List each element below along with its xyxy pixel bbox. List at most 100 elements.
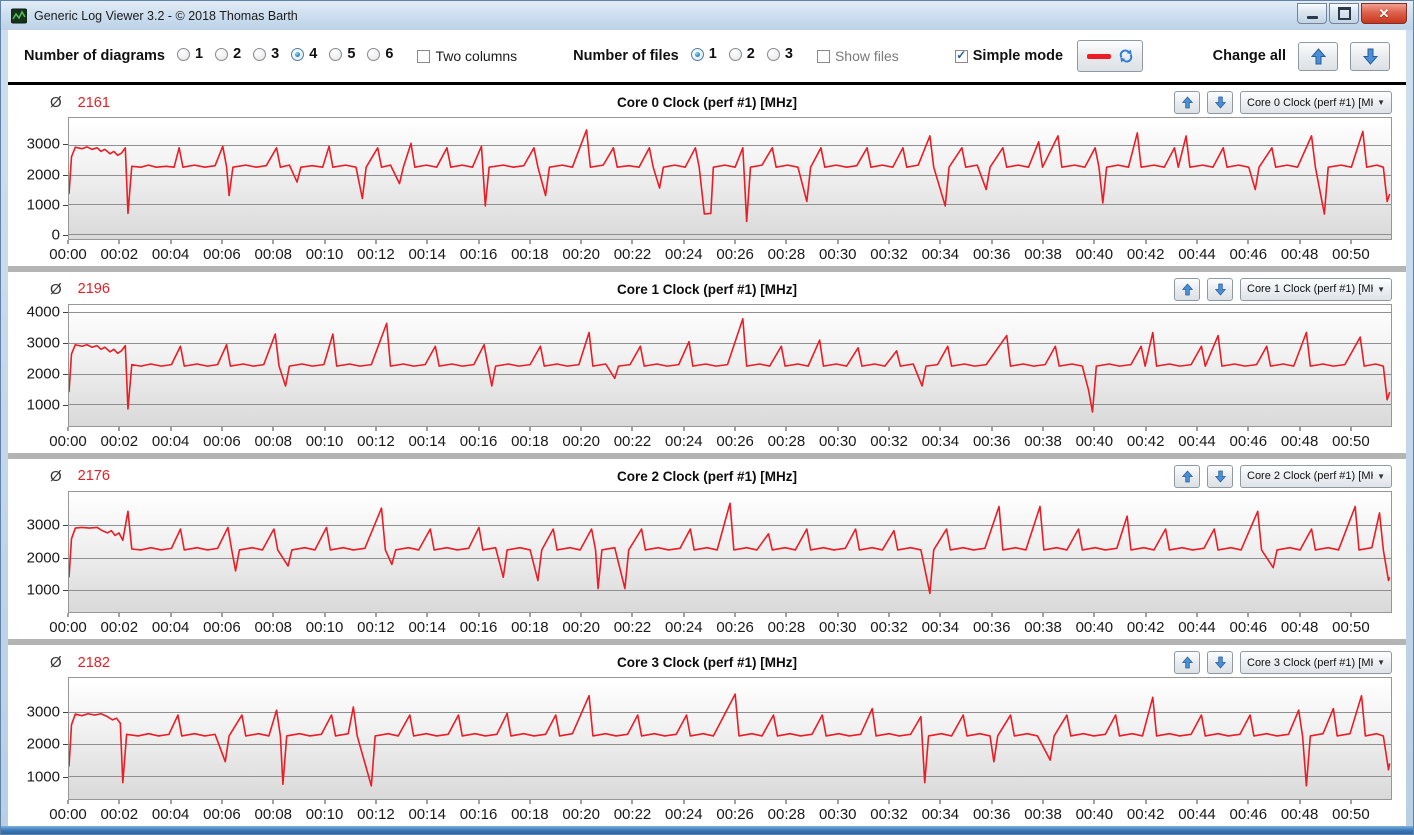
close-button[interactable]: ✕ [1361,2,1407,24]
series-selector-dropdown[interactable]: Core 0 Clock (perf #1) [MH ▼ [1240,91,1392,114]
radio-diagrams-6-radio[interactable] [367,47,381,61]
radio-diagrams-3[interactable]: 3 [253,46,279,62]
radio-files-1-radio[interactable] [690,47,704,61]
chevron-down-icon: ▼ [1377,658,1385,668]
up-arrow-icon [1181,656,1193,669]
panel-header: Ø 2196 Core 1 Clock (perf #1) [MHz] Core… [8,275,1406,304]
radio-files-2[interactable]: 2 [728,46,755,62]
x-tick-label: 00:14 [408,245,446,263]
two-columns-label: Two columns [435,48,518,64]
x-tick-mark [1299,613,1301,618]
radio-diagrams-6[interactable]: 6 [367,46,393,62]
radio-diagrams-2-radio[interactable] [215,47,229,61]
x-tick-label: 00:32 [870,432,908,450]
average-symbol: Ø [50,94,62,111]
x-tick-mark [272,426,274,431]
x-tick-label: 00:50 [1332,806,1370,823]
y-tick-mark [63,711,68,713]
panel-move-up-button[interactable] [1174,91,1200,114]
series-selector-dropdown[interactable]: Core 1 Clock (perf #1) [MH ▼ [1240,277,1392,301]
x-tick-label: 00:38 [1024,806,1062,823]
panel-move-down-button[interactable] [1207,277,1233,301]
plot-area [68,117,1392,240]
panel-move-down-button[interactable] [1207,464,1233,488]
average-value: 2196 [77,281,110,298]
show-files-checkbox-box[interactable] [816,49,830,63]
x-tick-label: 00:48 [1280,619,1319,637]
radio-files-3[interactable]: 3 [766,46,793,62]
radio-diagrams-1[interactable]: 1 [177,46,203,62]
panel-move-down-button[interactable] [1207,651,1233,675]
x-tick-label: 00:42 [1126,619,1165,637]
x-tick-label: 00:24 [665,245,703,263]
x-tick-label: 00:16 [459,806,498,823]
x-tick-label: 00:02 [100,432,139,450]
radio-diagrams-5-radio[interactable] [329,47,343,61]
x-tick-mark [529,239,531,244]
x-tick-label: 00:44 [1178,619,1216,637]
y-tick-mark [63,404,68,406]
x-tick-label: 00:24 [665,806,703,823]
series-selector-dropdown[interactable]: Core 2 Clock (perf #1) [MH ▼ [1240,464,1392,488]
chart-panel-1: Ø 2196 Core 1 Clock (perf #1) [MHz] Core… [8,265,1406,453]
panel-move-up-button[interactable] [1174,651,1200,675]
x-tick-label: 00:34 [921,806,960,823]
radio-diagrams-1-label: 1 [195,46,204,63]
panel-move-up-button[interactable] [1174,277,1200,301]
x-tick-label: 00:36 [972,619,1011,637]
y-axis: 1000 2000 3000 [8,491,68,614]
x-tick-label: 00:46 [1229,806,1268,823]
radio-diagrams-5[interactable]: 5 [329,46,355,62]
toolbar: Number of diagrams 1 2 3 4 5 6 Two columns Nu… [8,30,1406,82]
minimize-button[interactable] [1297,2,1327,24]
radio-diagrams-3-radio[interactable] [253,47,267,61]
x-tick-mark [170,239,172,244]
x-tick-label: 00:04 [151,619,190,637]
x-tick-mark [991,239,993,244]
gridline [69,589,1391,591]
x-tick-label: 00:34 [921,432,960,450]
gridline [69,373,1391,375]
series-color-button[interactable] [1077,40,1144,72]
chart-row: 1000 2000 3000 4000 [8,303,1406,427]
x-tick-label: 00:26 [716,619,754,637]
x-tick-mark [1093,800,1095,804]
x-tick-mark [67,426,69,431]
radio-files-1[interactable]: 1 [690,46,717,62]
show-files-checkbox[interactable]: Show files [816,48,899,64]
radio-files-3-radio[interactable] [766,47,780,61]
radio-diagrams-4[interactable]: 4 [291,46,317,62]
change-all-up-button[interactable] [1298,41,1338,71]
x-tick-mark [221,239,223,244]
x-tick-label: 00:08 [254,619,293,637]
simple-mode-label: Simple mode [972,48,1064,64]
simple-mode-checkbox[interactable]: Simple mode [954,48,1064,64]
panel-move-down-button[interactable] [1207,91,1233,114]
app-icon [11,8,27,23]
panel-controls: Core 0 Clock (perf #1) [MH ▼ [1174,91,1392,114]
change-all-down-button[interactable] [1350,41,1390,71]
y-tick-mark [63,524,68,526]
radio-diagrams-1-radio[interactable] [177,47,190,61]
x-tick-label: 00:34 [921,619,960,637]
x-tick-label: 00:28 [767,245,806,263]
radio-files-2-radio[interactable] [728,47,742,61]
x-tick-label: 00:14 [408,619,446,637]
x-tick-mark [837,239,839,244]
x-tick-label: 00:44 [1178,245,1216,263]
maximize-button[interactable] [1329,2,1359,24]
panel-controls: Core 1 Clock (perf #1) [MH ▼ [1174,277,1392,301]
x-tick-mark [170,426,172,431]
x-tick-mark [67,613,69,618]
radio-diagrams-2[interactable]: 2 [215,46,241,62]
x-tick-mark [631,426,633,431]
simple-mode-checkbox-box[interactable] [954,49,968,63]
x-tick-label: 00:14 [408,806,446,823]
series-selector-dropdown[interactable]: Core 3 Clock (perf #1) [MH ▼ [1240,651,1392,675]
titlebar[interactable]: Generic Log Viewer 3.2 - © 2018 Thomas B… [1,1,1413,30]
x-tick-label: 00:30 [818,619,857,637]
two-columns-checkbox[interactable]: Two columns [417,48,517,64]
two-columns-checkbox-box[interactable] [417,49,431,63]
radio-diagrams-4-radio[interactable] [291,47,305,61]
panel-move-up-button[interactable] [1174,464,1200,488]
